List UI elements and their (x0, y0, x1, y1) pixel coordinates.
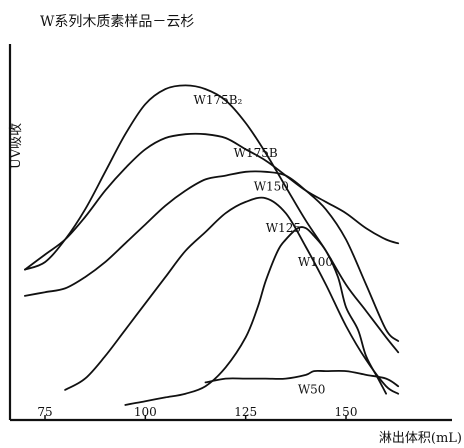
x-tick-label: 100 (134, 405, 157, 419)
series-label: W100 (298, 255, 333, 269)
x-tick-label: 150 (335, 405, 358, 419)
series-line-w150 (24, 170, 400, 342)
series-label: W50 (298, 383, 326, 397)
series-group: W175B₂ W175B W150 W125 W100 W50 (24, 84, 400, 406)
series-label: W175B₂ (193, 93, 242, 107)
x-tick-label: 75 (37, 405, 52, 419)
series-line-w175b (24, 84, 400, 354)
series-line-w125 (64, 196, 400, 395)
series-label: W175B (234, 146, 278, 160)
x-ticks: 75 100 125 150 (37, 405, 357, 420)
series-line-w100 (124, 226, 387, 406)
x-tick-label: 125 (234, 405, 257, 419)
series-label: W125 (266, 221, 301, 235)
x-axis-label: 淋出体积(mL) (379, 431, 462, 446)
y-axis-label: UV吸收 (9, 123, 24, 169)
series-line-w175b (24, 132, 400, 271)
series-label: W150 (254, 180, 289, 194)
chart-title: W系列木质素样品－云杉 (40, 14, 194, 30)
series-line-w50 (204, 369, 400, 388)
